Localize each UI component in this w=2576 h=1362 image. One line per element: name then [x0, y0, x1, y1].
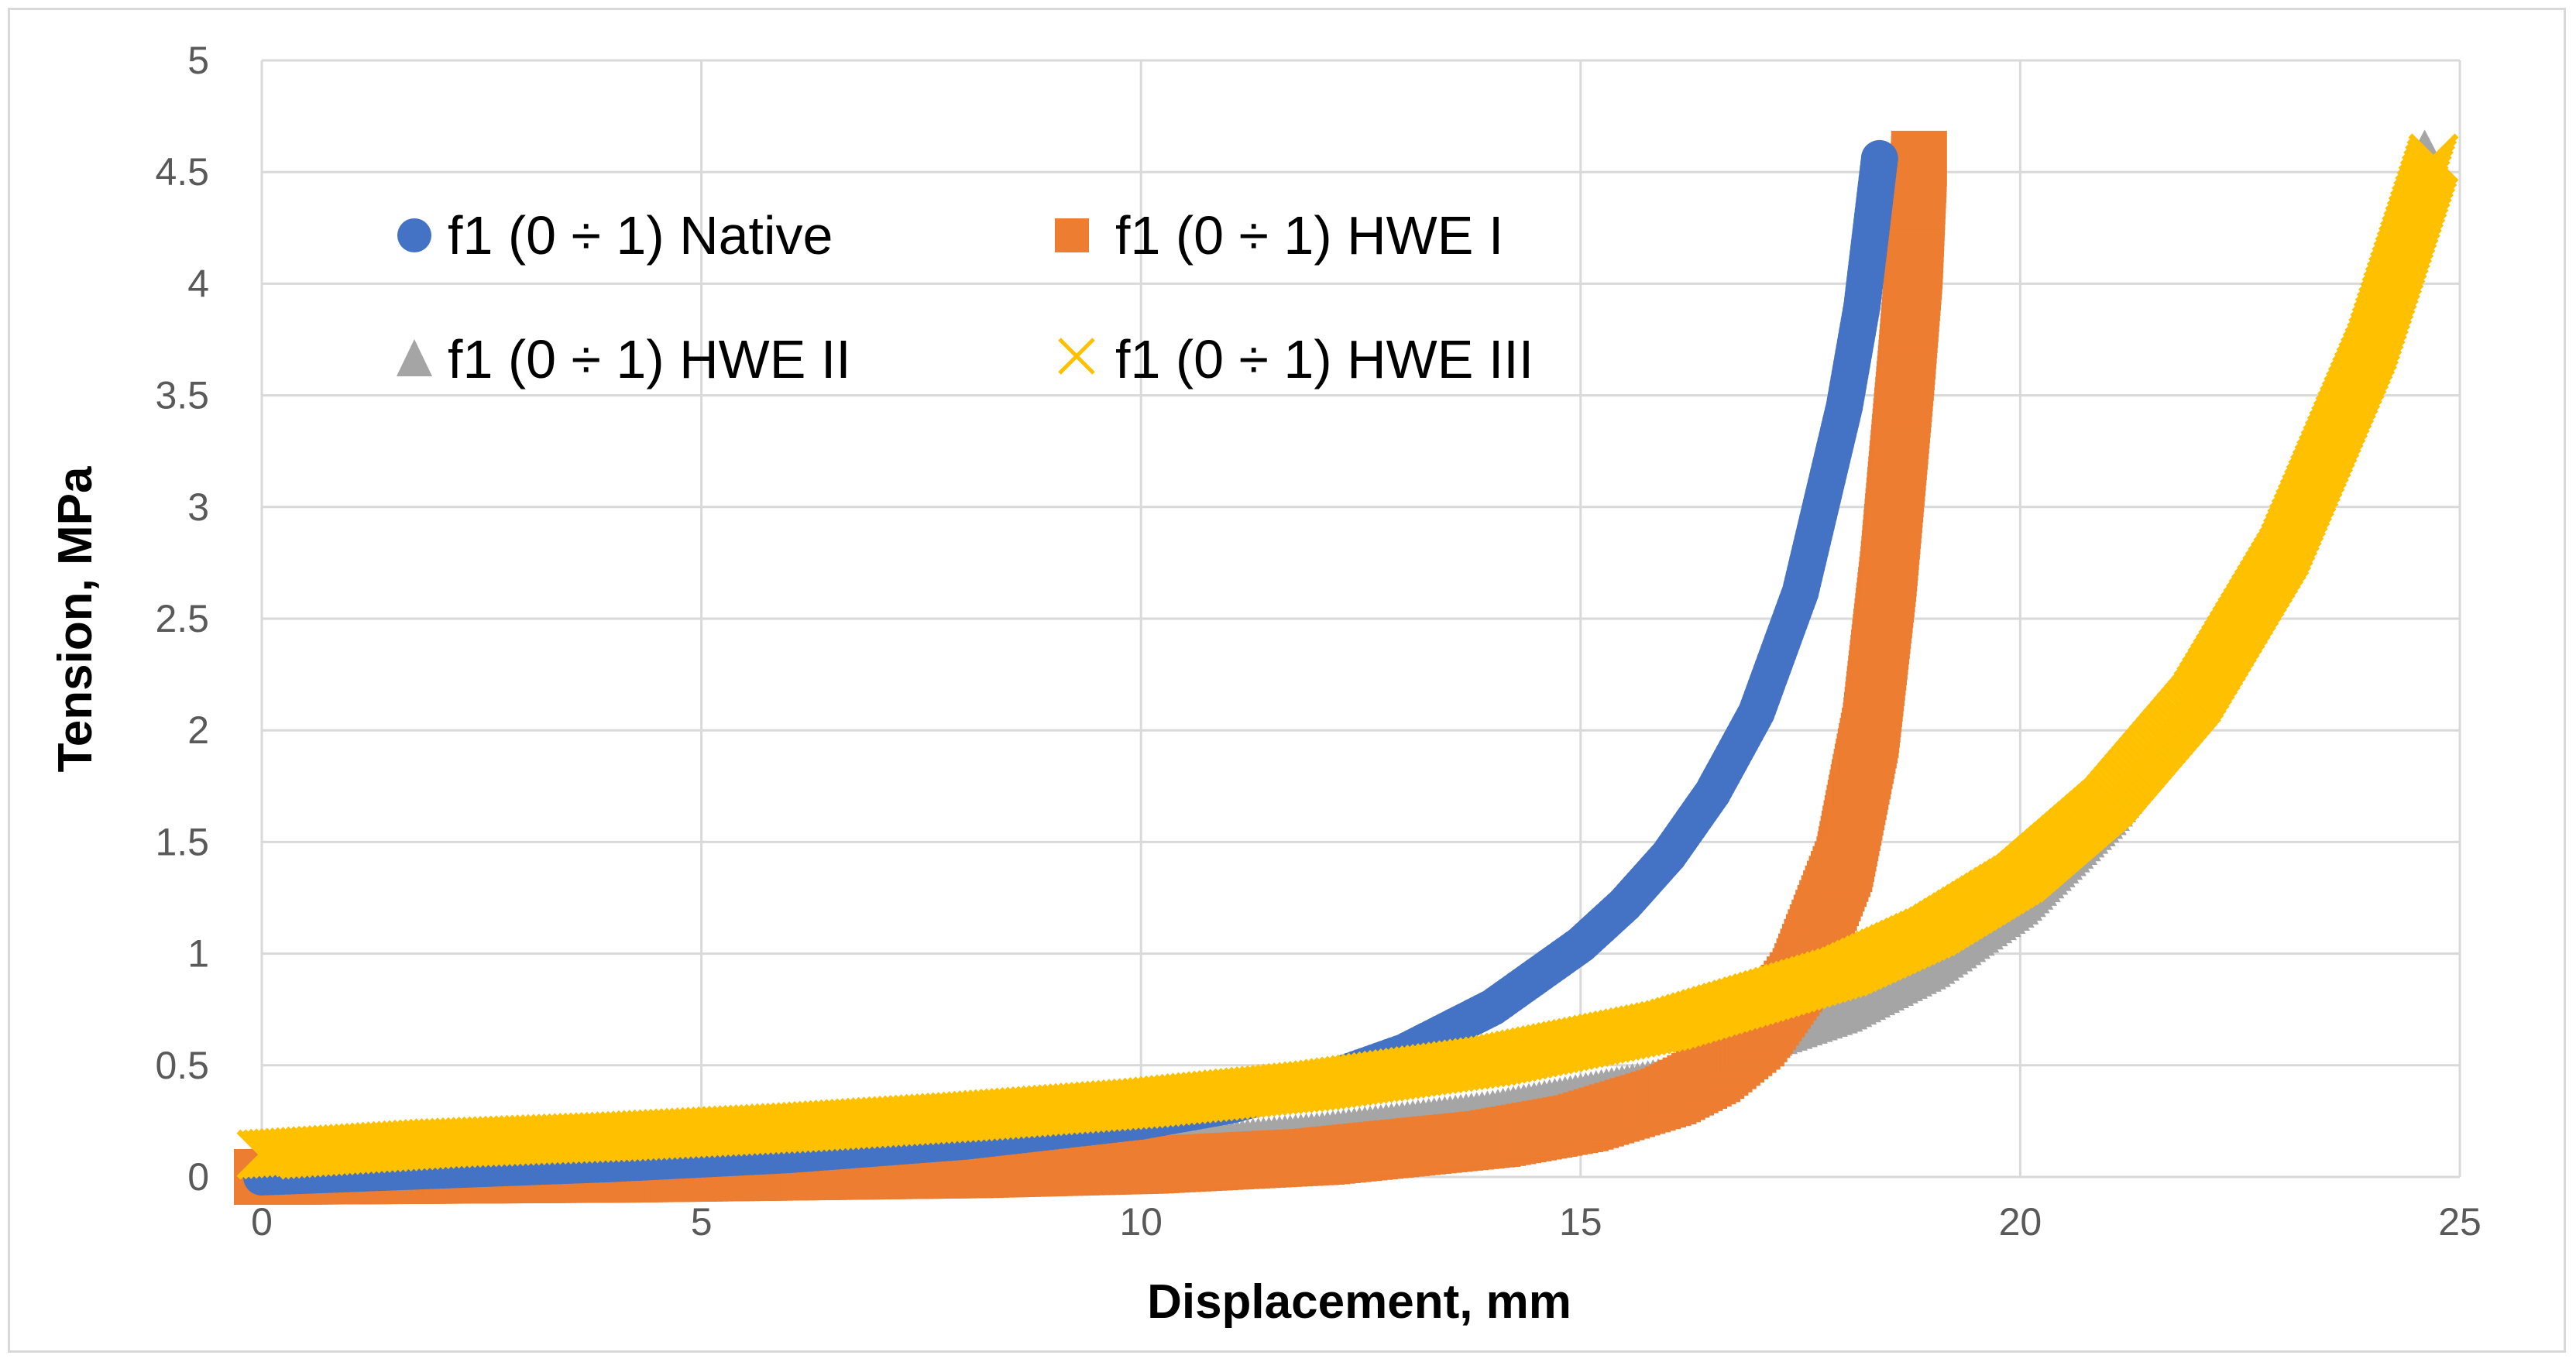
- y-tick-label: 2: [187, 708, 209, 752]
- legend-marker-square: [1055, 218, 1089, 252]
- legend-marker-x: [1058, 338, 1095, 375]
- x-axis-title: Displacement, mm: [1147, 1275, 1571, 1329]
- data-point-x: [2408, 133, 2459, 184]
- x-tick-label: 25: [2438, 1200, 2482, 1244]
- legend-item-hwe-i: f1 (0 ÷ 1) HWE I: [1055, 205, 1503, 266]
- legend-marker-circle: [397, 218, 431, 252]
- legend: f1 (0 ÷ 1) Native f1 (0 ÷ 1) HWE I f1 (0…: [397, 205, 1534, 389]
- y-tick-label: 1.5: [155, 820, 209, 863]
- y-tick-label: 5: [187, 39, 209, 82]
- legend-item-hwe-ii: f1 (0 ÷ 1) HWE II: [397, 329, 851, 389]
- legend-label-hwe-ii: f1 (0 ÷ 1) HWE II: [448, 329, 851, 389]
- tick-labels: 0 0.5 1 1.5 2 2.5 3 3.5 4 4.5 5 0 5 10 15 20 25: [155, 39, 2481, 1244]
- data-point-circle: [1860, 139, 1898, 177]
- x-tick-label: 10: [1119, 1200, 1163, 1244]
- y-tick-label: 4: [187, 262, 209, 305]
- legend-label-hwe-i: f1 (0 ÷ 1) HWE I: [1115, 205, 1503, 266]
- series-layer: [234, 129, 2459, 1205]
- x-tick-label: 15: [1559, 1200, 1602, 1244]
- legend-label-native: f1 (0 ÷ 1) Native: [448, 205, 833, 266]
- y-tick-label: 4.5: [155, 150, 209, 194]
- y-tick-label: 3.5: [155, 374, 209, 417]
- y-tick-label: 0.5: [155, 1044, 209, 1087]
- x-tick-label: 0: [251, 1200, 273, 1244]
- x-tick-label: 20: [1999, 1200, 2042, 1244]
- legend-marker-triangle: [397, 339, 432, 376]
- x-tick-label: 5: [691, 1200, 713, 1244]
- gridlines: [260, 59, 2461, 1178]
- y-tick-label: 1: [187, 932, 209, 976]
- legend-item-native: f1 (0 ÷ 1) Native: [397, 205, 833, 266]
- legend-label-hwe-iii: f1 (0 ÷ 1) HWE III: [1115, 329, 1534, 389]
- series-f-hwe-iii: [236, 133, 2459, 1180]
- legend-item-hwe-iii: f1 (0 ÷ 1) HWE III: [1058, 329, 1534, 389]
- series-f-hwe-ii: [243, 129, 2444, 1192]
- data-point-square: [1891, 130, 1947, 187]
- y-tick-label: 2.5: [155, 597, 209, 640]
- y-axis-title: Tension, MPa: [49, 466, 102, 773]
- y-tick-label: 3: [187, 485, 209, 529]
- series-f-hwe-i: [234, 130, 1947, 1205]
- y-tick-label: 0: [187, 1155, 209, 1199]
